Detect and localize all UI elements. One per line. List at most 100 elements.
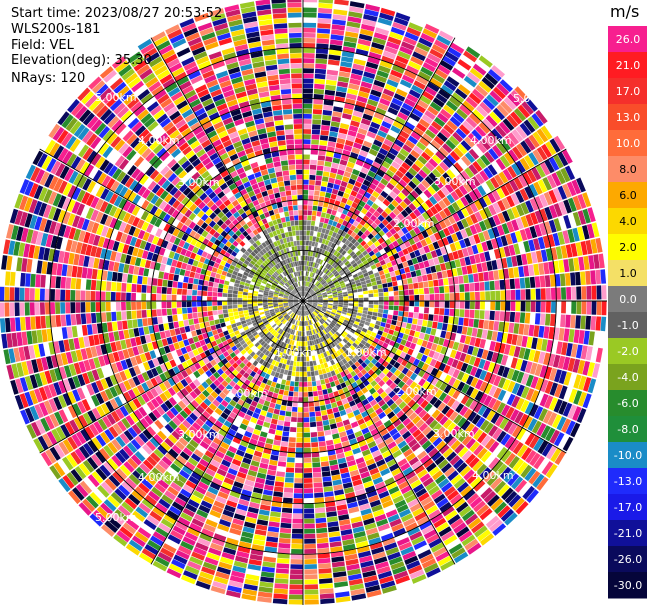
radar-gate	[283, 426, 290, 432]
radar-gate	[367, 369, 375, 376]
radar-gate	[280, 441, 289, 447]
radar-gate	[518, 266, 525, 278]
radar-gate	[600, 316, 607, 332]
radar-gate	[393, 330, 399, 337]
radar-gate	[386, 344, 393, 351]
radar-gate	[320, 318, 325, 324]
radar-gate	[314, 310, 319, 315]
radar-gate	[336, 288, 342, 292]
radar-gate	[268, 464, 277, 471]
radar-gate	[358, 90, 370, 99]
radar-gate	[342, 352, 348, 358]
radar-gate	[303, 179, 309, 185]
radar-gate	[306, 225, 311, 231]
radar-gate	[327, 306, 333, 309]
radar-gate	[424, 23, 440, 34]
radar-gate	[521, 253, 528, 265]
radar-gate	[372, 190, 380, 199]
radar-gate	[424, 294, 430, 301]
radar-gate	[359, 348, 366, 355]
radar-gate	[558, 370, 567, 385]
radar-gate	[571, 286, 577, 300]
radar-gate	[307, 303, 312, 307]
radar-gate	[348, 194, 356, 202]
radar-gate	[508, 149, 519, 162]
radar-gate	[437, 112, 449, 124]
radar-gate	[310, 251, 314, 257]
velocity-field	[0, 0, 607, 605]
radar-gate	[352, 110, 363, 118]
radar-gate	[468, 274, 474, 283]
radar-gate	[336, 137, 346, 145]
radar-gate	[373, 139, 383, 148]
radar-gate	[304, 493, 314, 499]
radar-gate	[530, 212, 539, 225]
radar-gate	[487, 228, 495, 239]
radar-gate	[459, 124, 471, 136]
radar-gate	[313, 257, 317, 263]
radar-gate	[371, 254, 377, 261]
radar-gate	[352, 63, 365, 71]
radar-gate	[273, 486, 284, 493]
radar-gate	[335, 252, 341, 258]
radar-gate	[351, 253, 358, 260]
radar-gate	[367, 286, 373, 291]
radar-gate	[547, 412, 558, 426]
radar-gate	[378, 411, 387, 420]
radar-gate	[533, 238, 541, 251]
radar-gate	[317, 431, 325, 437]
radar-gate	[536, 476, 549, 491]
radar-gate	[338, 164, 346, 171]
radar-gate	[347, 310, 353, 314]
radar-gate	[312, 467, 321, 473]
radar-gate	[438, 392, 448, 402]
radar-gate	[407, 153, 417, 163]
radar-gate	[340, 315, 346, 320]
radar-gate	[287, 370, 292, 376]
radar-gate	[507, 132, 520, 145]
radar-gate	[362, 113, 373, 121]
radar-gate	[538, 351, 546, 364]
radar-gate	[394, 301, 399, 306]
radar-gate	[327, 521, 339, 528]
radar-gate	[366, 383, 373, 391]
radar-gate	[371, 229, 378, 237]
radar-gate	[475, 379, 484, 390]
radar-gate	[509, 179, 519, 192]
radar-gate	[338, 302, 344, 305]
radar-gate	[498, 171, 509, 184]
radar-gate	[411, 402, 420, 412]
radar-gate	[368, 148, 378, 157]
radar-gate	[364, 66, 377, 75]
radar-gate	[326, 290, 332, 293]
radar-gate	[328, 324, 333, 330]
radar-gate	[331, 310, 337, 314]
radar-gate	[525, 388, 535, 401]
radar-gate	[518, 323, 525, 335]
radar-gate	[306, 281, 309, 287]
radar-gate	[307, 251, 311, 256]
radar-gate	[554, 384, 563, 398]
radar-gate	[568, 388, 578, 403]
radar-gate	[350, 244, 357, 251]
radar-gate	[447, 490, 459, 501]
radar-gate	[529, 362, 538, 375]
radar-gate	[359, 86, 371, 94]
radar-gate	[437, 459, 449, 470]
radar-gate	[413, 288, 419, 295]
radar-gate	[405, 421, 415, 431]
radar-gate	[321, 318, 326, 323]
radar-gate	[442, 55, 457, 67]
radar-gate	[471, 346, 479, 357]
radar-gate	[439, 415, 449, 426]
radar-gate	[558, 216, 567, 231]
radar-gate	[436, 189, 446, 199]
radar-gate	[424, 307, 430, 314]
radar-gate	[328, 526, 340, 533]
radar-gate	[309, 272, 313, 277]
radar-gate	[504, 279, 510, 290]
radar-gate	[317, 542, 329, 549]
radar-gate	[531, 420, 542, 434]
radar-gate	[548, 189, 558, 204]
radar-gate	[303, 422, 310, 428]
